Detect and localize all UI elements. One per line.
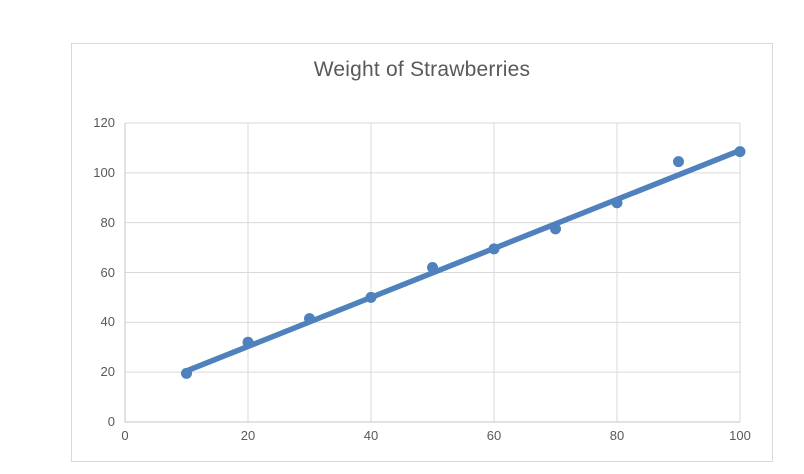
x-tick-label: 20 [240,428,256,443]
plot-svg [124,122,746,423]
x-tick-label: 100 [729,428,751,443]
y-tick-label: 100 [93,164,115,180]
x-axis-tick-labels: 0 20 40 60 80 100 [121,428,750,445]
x-tick-label: 60 [486,428,502,443]
data-point[interactable] [488,243,500,255]
y-tick-label: 0 [107,414,115,429]
y-tick-label: 20 [100,364,115,380]
y-tick-label: 60 [100,264,115,280]
chart-container[interactable]: Weight of Strawberries 0 20 40 60 80 100 120 0… [71,43,773,462]
chart-title: Weight of Strawberries [313,58,531,81]
data-point[interactable] [673,156,684,168]
x-tick-label: 0 [121,428,129,443]
trendline [183,147,743,374]
y-tick-label: 120 [93,115,115,130]
data-point[interactable] [427,262,438,274]
data-point[interactable] [550,223,561,235]
data-point[interactable] [181,367,192,379]
data-point[interactable] [734,146,746,158]
data-point[interactable] [242,336,254,348]
data-point[interactable] [611,197,623,209]
data-point[interactable] [304,313,315,325]
y-tick-label: 80 [100,214,115,230]
data-point[interactable] [365,291,377,303]
y-tick-label: 40 [100,314,115,330]
plot-area [124,122,746,423]
x-tick-label: 40 [363,428,379,443]
y-axis-tick-labels: 0 20 40 60 80 100 120 [72,116,115,429]
x-tick-label: 80 [609,428,625,443]
